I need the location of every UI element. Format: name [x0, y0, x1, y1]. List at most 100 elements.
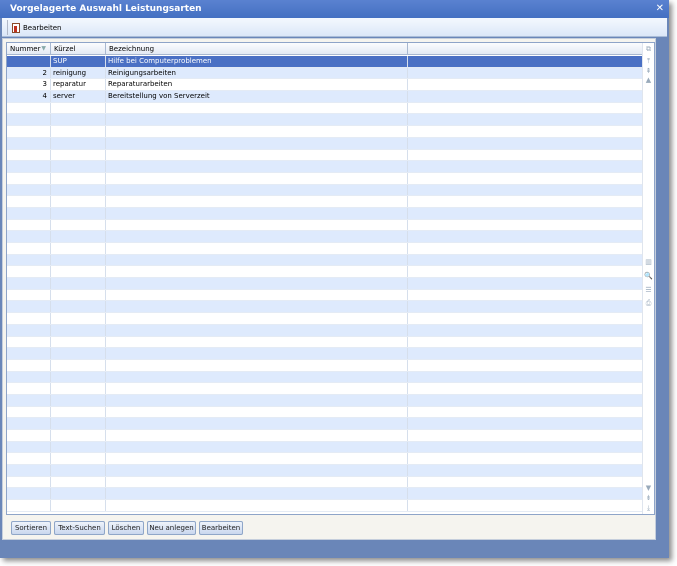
- table-row[interactable]: [7, 196, 644, 208]
- table-row[interactable]: [7, 278, 644, 290]
- table-row[interactable]: [7, 301, 644, 314]
- table-row[interactable]: [7, 441, 644, 454]
- edit-document-icon: [12, 22, 20, 33]
- cell-bezeichnung: Bereitstellung von Serverzeit: [106, 91, 408, 102]
- table-row[interactable]: SUP Hilfe bei Computerproblemen: [7, 56, 644, 68]
- table-row[interactable]: [7, 465, 644, 477]
- cell-kuerzel: [51, 161, 106, 172]
- next-icon[interactable]: ▼: [645, 484, 652, 492]
- table-row[interactable]: [7, 114, 644, 127]
- table-row[interactable]: 2 reinigung Reinigungsarbeiten: [7, 67, 644, 80]
- table-row[interactable]: [7, 348, 644, 360]
- cell-bezeichnung: [106, 243, 408, 254]
- table-row[interactable]: [7, 243, 644, 255]
- new-button[interactable]: Neu anlegen: [147, 521, 196, 535]
- cell-bezeichnung: [106, 184, 408, 196]
- previous-page-icon[interactable]: ⇞: [645, 67, 652, 75]
- print-icon[interactable]: ⎙: [645, 299, 652, 307]
- table-row[interactable]: [7, 137, 644, 150]
- cell-bezeichnung: [106, 371, 408, 383]
- cell-bezeichnung: [106, 359, 408, 371]
- cell-nummer: [7, 231, 51, 242]
- table-row[interactable]: [7, 500, 644, 512]
- table-row[interactable]: [7, 476, 644, 489]
- grid-header: Nummer ▼ Kürzel Bezeichnung: [7, 43, 644, 55]
- table-row[interactable]: [7, 231, 644, 243]
- cell-nummer: [7, 137, 51, 149]
- cell-bezeichnung: [106, 289, 408, 301]
- dialog-window: Vorgelagerte Auswahl Leistungsarten ✕ Be…: [0, 0, 669, 558]
- cell-empty: [408, 453, 644, 465]
- cell-empty: [408, 196, 644, 207]
- table-row[interactable]: [7, 453, 644, 466]
- last-icon[interactable]: ⤓: [646, 504, 651, 512]
- table-row[interactable]: 3 reparatur Reparaturarbeiten: [7, 79, 644, 92]
- table-row[interactable]: [7, 430, 644, 442]
- cell-bezeichnung: [106, 453, 408, 465]
- cell-kuerzel: [51, 114, 106, 126]
- columns-icon[interactable]: ▥: [645, 258, 652, 266]
- table-row[interactable]: [7, 359, 644, 372]
- cell-kuerzel: [51, 383, 106, 394]
- search-icon[interactable]: 🔍: [644, 272, 653, 280]
- column-header-empty: [408, 43, 644, 55]
- table-row[interactable]: [7, 289, 644, 302]
- close-icon[interactable]: ✕: [655, 3, 664, 14]
- table-row[interactable]: [7, 418, 644, 430]
- cell-kuerzel: [51, 207, 106, 219]
- table-row[interactable]: [7, 383, 644, 395]
- table-row[interactable]: [7, 266, 644, 279]
- table-row[interactable]: [7, 406, 644, 419]
- table-row[interactable]: [7, 102, 644, 115]
- cell-bezeichnung: [106, 336, 408, 348]
- cell-kuerzel: reinigung: [51, 67, 106, 79]
- toolbar-edit-button[interactable]: Bearbeiten: [12, 21, 61, 34]
- cell-nummer: [7, 184, 51, 196]
- cell-nummer: 3: [7, 79, 51, 91]
- table-row[interactable]: [7, 184, 644, 197]
- table-row[interactable]: [7, 126, 644, 138]
- cell-bezeichnung: [106, 114, 408, 126]
- text-search-button[interactable]: Text-Suchen: [54, 521, 105, 535]
- first-icon[interactable]: ⤒: [646, 57, 651, 65]
- column-header-bezeichnung[interactable]: Bezeichnung: [106, 43, 408, 55]
- edit-button[interactable]: Bearbeiten: [199, 521, 243, 535]
- table-row[interactable]: [7, 336, 644, 349]
- sort-button[interactable]: Sortieren: [11, 521, 51, 535]
- column-header-nummer[interactable]: Nummer ▼: [7, 43, 51, 55]
- cell-bezeichnung: [106, 231, 408, 242]
- delete-button[interactable]: Löschen: [108, 521, 144, 535]
- cell-empty: [408, 126, 644, 137]
- table-row[interactable]: [7, 161, 644, 173]
- filter-icon[interactable]: ☰: [645, 286, 652, 294]
- column-chooser-icon[interactable]: ⧉: [646, 45, 651, 53]
- next-page-icon[interactable]: ⇟: [645, 494, 652, 502]
- cell-nummer: [7, 500, 51, 511]
- cell-empty: [408, 137, 644, 149]
- previous-icon[interactable]: ▲: [645, 76, 652, 84]
- cell-bezeichnung: [106, 430, 408, 441]
- table-row[interactable]: [7, 172, 644, 185]
- table-row[interactable]: 4 server Bereitstellung von Serverzeit: [7, 91, 644, 103]
- toolbar-separator: [7, 20, 8, 35]
- table-row[interactable]: [7, 254, 644, 267]
- table-row[interactable]: [7, 313, 644, 325]
- table-row[interactable]: [7, 324, 644, 337]
- table-row[interactable]: [7, 394, 644, 407]
- table-row[interactable]: [7, 219, 644, 232]
- table-row[interactable]: [7, 207, 644, 220]
- cell-kuerzel: [51, 149, 106, 161]
- cell-kuerzel: server: [51, 91, 106, 102]
- table-row[interactable]: [7, 371, 644, 384]
- cell-kuerzel: [51, 231, 106, 242]
- cell-nummer: [7, 441, 51, 453]
- column-header-kuerzel[interactable]: Kürzel: [51, 43, 106, 55]
- cell-kuerzel: [51, 301, 106, 313]
- cell-kuerzel: [51, 126, 106, 137]
- cell-empty: [408, 488, 644, 500]
- table-row[interactable]: [7, 149, 644, 162]
- cell-nummer: [7, 418, 51, 429]
- table-row[interactable]: [7, 488, 644, 501]
- cell-kuerzel: [51, 336, 106, 348]
- cell-bezeichnung: [106, 406, 408, 418]
